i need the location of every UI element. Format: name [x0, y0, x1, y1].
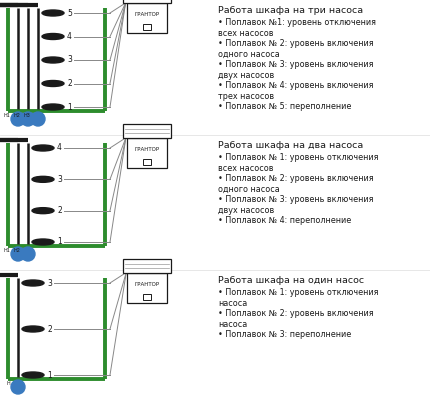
Text: Работа шкафа на три насоса: Работа шкафа на три насоса [218, 6, 363, 15]
Ellipse shape [32, 208, 54, 214]
Text: 3: 3 [47, 278, 52, 287]
Text: Н2: Н2 [13, 248, 20, 253]
FancyBboxPatch shape [127, 138, 167, 168]
Text: • Поплавок № 1: уровень отключения
насоса: • Поплавок № 1: уровень отключения насос… [218, 288, 378, 308]
Text: • Поплавок № 1: уровень отключения
всех насосов: • Поплавок № 1: уровень отключения всех … [218, 153, 378, 173]
Ellipse shape [32, 145, 54, 151]
Text: Н2: Н2 [13, 113, 20, 118]
Text: 1: 1 [47, 370, 52, 380]
Text: ГРАНТОР: ГРАНТОР [135, 282, 160, 287]
Circle shape [11, 380, 25, 394]
Text: • Поплавок № 5: переполнение: • Поплавок № 5: переполнение [218, 102, 351, 111]
Ellipse shape [32, 177, 54, 182]
Text: 1: 1 [67, 102, 72, 112]
Text: 1: 1 [57, 237, 62, 247]
Ellipse shape [42, 33, 64, 39]
Text: • Поплавок №1: уровень отключения
всех насосов: • Поплавок №1: уровень отключения всех н… [218, 18, 376, 38]
Text: Работа шкафа на один насос: Работа шкафа на один насос [218, 276, 364, 285]
Text: • Поплавок № 2: уровень включения
одного насоса: • Поплавок № 2: уровень включения одного… [218, 39, 374, 59]
FancyBboxPatch shape [127, 273, 167, 303]
Ellipse shape [22, 280, 44, 286]
Ellipse shape [42, 57, 64, 63]
Text: 2: 2 [57, 206, 62, 215]
Text: • Поплавок № 4: переполнение: • Поплавок № 4: переполнение [218, 216, 351, 225]
Text: 3: 3 [67, 56, 72, 64]
FancyBboxPatch shape [127, 3, 167, 33]
Text: • Поплавок № 3: уровень включения
двух насосов: • Поплавок № 3: уровень включения двух н… [218, 60, 374, 80]
Circle shape [21, 247, 35, 261]
Text: • Поплавок № 4: уровень включения
трех насосов: • Поплавок № 4: уровень включения трех н… [218, 81, 374, 101]
Text: 2: 2 [47, 324, 52, 334]
Text: Н3: Н3 [23, 113, 30, 118]
Text: • Поплавок № 3: переполнение: • Поплавок № 3: переполнение [218, 330, 351, 339]
FancyBboxPatch shape [123, 259, 171, 273]
Text: 3: 3 [57, 175, 62, 184]
FancyBboxPatch shape [143, 294, 151, 300]
FancyBboxPatch shape [123, 0, 171, 3]
Ellipse shape [22, 372, 44, 378]
Text: Н1: Н1 [3, 113, 10, 118]
Ellipse shape [42, 81, 64, 87]
Ellipse shape [42, 10, 64, 16]
Text: Работа шкафа на два насоса: Работа шкафа на два насоса [218, 141, 363, 150]
Text: ГРАНТОР: ГРАНТОР [135, 12, 160, 17]
Ellipse shape [42, 104, 64, 110]
Circle shape [11, 247, 25, 261]
Text: 4: 4 [57, 143, 62, 152]
Text: ГРАНТОР: ГРАНТОР [135, 147, 160, 152]
FancyBboxPatch shape [143, 159, 151, 165]
FancyBboxPatch shape [143, 24, 151, 30]
Text: • Поплавок № 3: уровень включения
двух насосов: • Поплавок № 3: уровень включения двух н… [218, 195, 374, 215]
Text: 4: 4 [67, 32, 72, 41]
Text: • Поплавок № 2: уровень включения
одного насоса: • Поплавок № 2: уровень включения одного… [218, 174, 374, 194]
Text: 2: 2 [67, 79, 72, 88]
Ellipse shape [32, 239, 54, 245]
Ellipse shape [22, 326, 44, 332]
Circle shape [11, 112, 25, 126]
Text: Н1: Н1 [3, 248, 10, 253]
FancyBboxPatch shape [123, 124, 171, 138]
Circle shape [21, 112, 35, 126]
Text: Н: Н [6, 381, 10, 386]
Circle shape [31, 112, 45, 126]
Text: 5: 5 [67, 8, 72, 17]
Text: • Поплавок № 2: уровень включения
насоса: • Поплавок № 2: уровень включения насоса [218, 309, 374, 329]
